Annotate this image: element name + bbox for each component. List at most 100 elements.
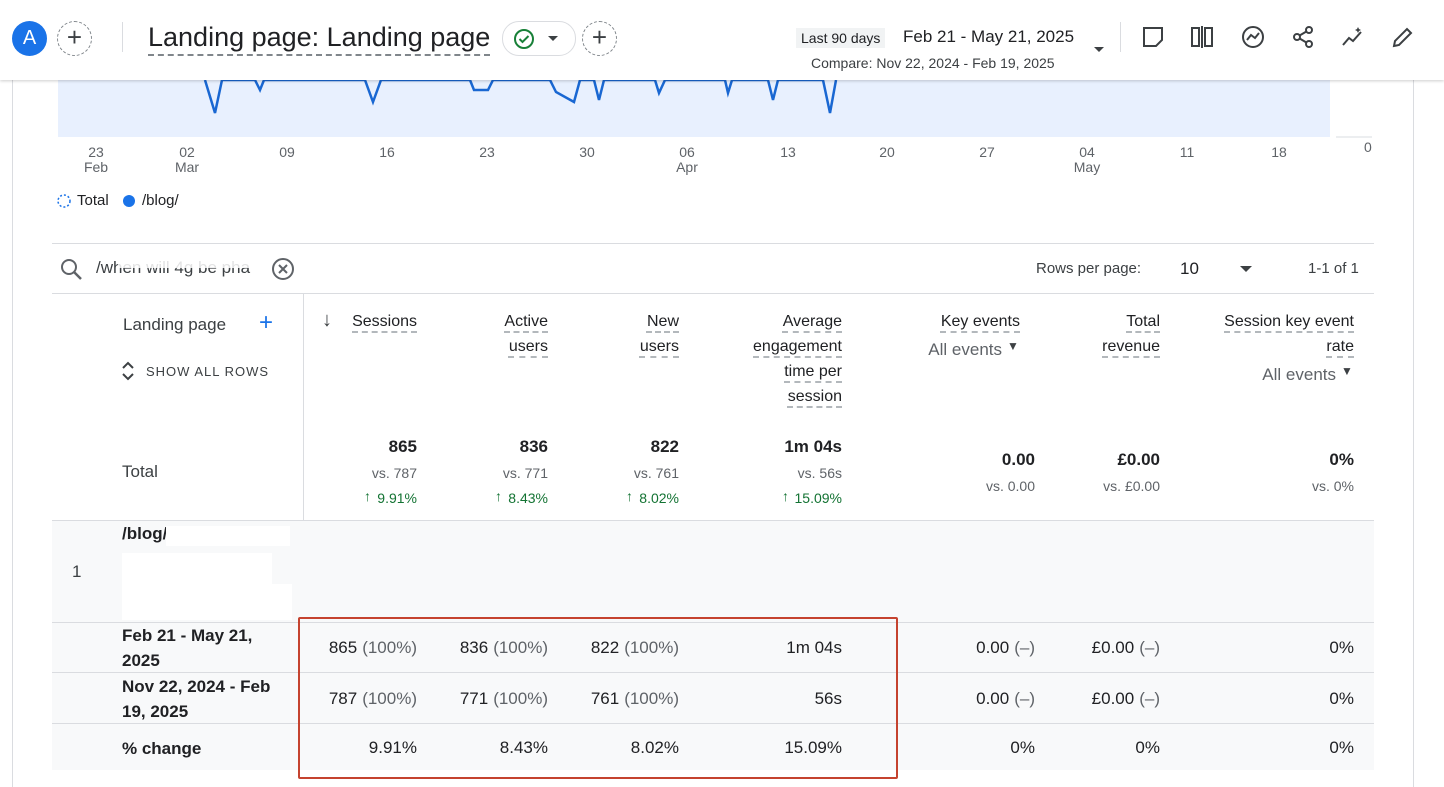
column-header[interactable]: Total revenue: [1102, 313, 1160, 355]
change-arrow: ↑: [782, 488, 789, 504]
column-header[interactable]: Session key event rate: [1224, 313, 1354, 355]
total-value: 822: [650, 437, 679, 456]
ai-icon[interactable]: [1341, 25, 1365, 49]
cell: £0.00 (–): [1092, 675, 1160, 723]
total-change: 15.09%: [794, 490, 842, 506]
column-filter[interactable]: All events: [1262, 365, 1336, 384]
x-tick-label: 23: [479, 144, 495, 160]
legend-item[interactable]: Total: [77, 192, 109, 209]
cell-note: (–): [1014, 638, 1035, 657]
panel-border: [12, 80, 13, 787]
edit-icon[interactable]: [1391, 25, 1415, 49]
divider: [52, 672, 1374, 673]
column-header[interactable]: Sessions: [352, 313, 417, 330]
filter-dropdown[interactable]: ▼: [1341, 364, 1353, 378]
total-change: 8.43%: [508, 490, 548, 506]
date-preset[interactable]: Last 90 days: [796, 28, 886, 48]
avatar[interactable]: A: [12, 21, 47, 56]
total-label: Total: [122, 462, 158, 481]
share-icon[interactable]: [1291, 25, 1315, 49]
add-button[interactable]: +: [582, 21, 617, 56]
cell-value: 8.43%: [499, 738, 548, 757]
total-compare: vs. 0%: [1311, 478, 1354, 494]
cell-value: 0%: [1329, 638, 1354, 657]
x-tick-label: 20: [879, 144, 895, 160]
report-title[interactable]: Landing page: Landing page: [148, 20, 491, 56]
cell-note: (–): [1139, 689, 1160, 708]
row-index: 1: [72, 562, 82, 581]
legend-item[interactable]: /blog/: [142, 192, 179, 209]
cell-value: 0%: [1329, 738, 1354, 757]
cell: 56s: [815, 675, 842, 723]
divider: [52, 293, 1374, 294]
total-value: 1m 04s: [784, 437, 842, 456]
date-dropdown[interactable]: [1093, 45, 1105, 55]
cell: 771 (100%): [460, 675, 548, 723]
cell-value: 865: [328, 638, 358, 657]
row-label: /blog/w: [122, 524, 181, 543]
redaction: [122, 553, 272, 613]
change-arrow: ↑: [626, 488, 633, 504]
cell-value: 1m 04s: [786, 638, 842, 657]
total-compare: vs. £0.00: [1103, 478, 1160, 494]
x-tick-label: May: [1073, 159, 1101, 175]
total-value: 0%: [1329, 450, 1354, 469]
cell: 8.43%: [500, 726, 548, 770]
header-bar: [0, 0, 1444, 80]
redaction: [166, 526, 290, 546]
column-header[interactable]: Key events: [940, 313, 1020, 330]
x-tick-label: Apr: [676, 159, 698, 175]
cell-value: 836: [459, 638, 489, 657]
cell-value: 822: [590, 638, 620, 657]
cell-value: 787: [328, 689, 358, 708]
rows-per-page[interactable]: 10: [1180, 259, 1199, 278]
cell-note: (100%): [362, 638, 417, 657]
divider: [303, 294, 304, 520]
subrow-label: Feb 21 - May 21, 2025: [122, 626, 253, 670]
column-header[interactable]: New users: [639, 313, 679, 355]
x-tick-label: 02: [179, 144, 195, 160]
divider: [122, 22, 123, 52]
cell-note: (100%): [493, 638, 548, 657]
sort-arrow: ↓: [322, 309, 332, 331]
cell: 9.91%: [369, 726, 417, 770]
add-comparison[interactable]: +: [57, 21, 92, 56]
x-tick-label: 04: [1079, 144, 1095, 160]
filter-dropdown[interactable]: ▼: [1007, 339, 1019, 353]
column-filter[interactable]: All events: [928, 340, 1002, 359]
cell-note: (100%): [362, 689, 417, 708]
cell: 761 (100%): [591, 675, 679, 723]
total-compare: vs. 56s: [797, 465, 842, 481]
highlight-box: [298, 617, 898, 779]
cell: 15.09%: [784, 726, 842, 770]
total-compare: vs. 771: [502, 465, 548, 481]
rows-dropdown[interactable]: [1239, 264, 1253, 274]
series-line: [203, 80, 838, 114]
rows-background: [52, 520, 1374, 770]
x-tick-label: 06: [679, 144, 695, 160]
x-tick-label: 30: [579, 144, 595, 160]
cell: 836 (100%): [460, 624, 548, 672]
column-header[interactable]: Average engagement time per session: [753, 313, 842, 405]
date-range[interactable]: Feb 21 - May 21, 2025: [903, 27, 1075, 46]
x-tick-label: 23: [88, 144, 104, 160]
x-tick-label: Mar: [174, 159, 200, 175]
column-header[interactable]: Active users: [504, 313, 548, 355]
chart-area: [58, 80, 1330, 137]
show-all-rows[interactable]: SHOW ALL ROWS: [146, 364, 270, 379]
cell-value: 56s: [814, 689, 842, 708]
insights-icon[interactable]: [1241, 25, 1265, 49]
status-chip[interactable]: [502, 21, 576, 56]
cell-value: 15.09%: [784, 738, 842, 757]
x-tick-label: 18: [1271, 144, 1287, 160]
rows-per-page-label: Rows per page:: [1036, 260, 1142, 277]
compare-icon[interactable]: [1190, 25, 1214, 49]
legend-icon: [57, 194, 71, 208]
subrow-label: % change: [122, 738, 202, 758]
total-change: 8.02%: [639, 490, 679, 506]
add-dimension[interactable]: +: [259, 309, 274, 336]
clear-search[interactable]: [271, 257, 295, 281]
x-tick-label: 11: [1179, 144, 1195, 160]
x-tick-label: 27: [979, 144, 995, 160]
annotation-icon[interactable]: [1141, 25, 1165, 49]
